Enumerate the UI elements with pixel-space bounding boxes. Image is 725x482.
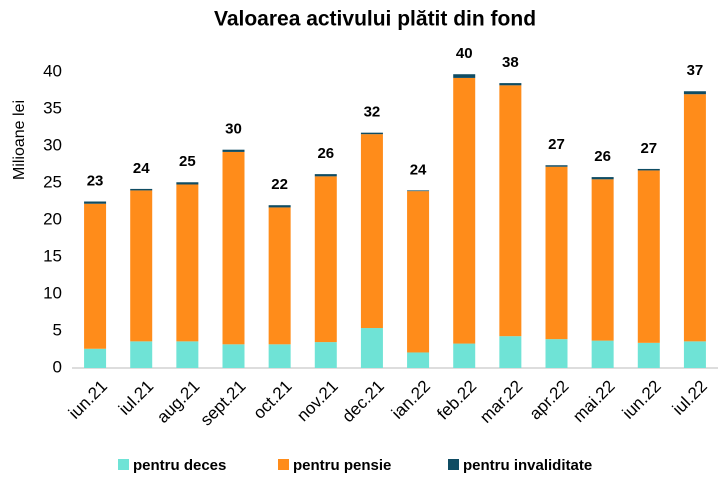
bar-segment (637, 170, 660, 343)
y-tick-label: 20 (43, 209, 62, 228)
bar-segment (84, 201, 107, 204)
x-tick-label: iun.22 (619, 377, 665, 423)
bar-segment (453, 343, 476, 368)
bar-segment (637, 168, 660, 171)
bar-segment (499, 85, 522, 337)
y-tick-label: 30 (43, 135, 62, 154)
x-tick-label: nov.21 (293, 377, 342, 426)
x-tick-label: dec.21 (338, 377, 388, 427)
bar-segment (222, 149, 245, 152)
y-tick-label: 15 (43, 246, 62, 265)
y-tick-label: 5 (53, 320, 62, 339)
bar-segment (176, 182, 199, 185)
legend-label: pentru deces (133, 457, 226, 474)
x-tick-label: iun.21 (65, 377, 111, 423)
bar-segment (545, 166, 568, 340)
total-label: 26 (317, 145, 334, 162)
bar-segment (591, 177, 614, 180)
legend-label: pentru pensie (293, 457, 391, 474)
bar-segment (360, 132, 383, 135)
bar-segment (453, 74, 476, 78)
x-tick-label: iul.22 (669, 377, 711, 419)
total-label: 24 (410, 161, 427, 178)
bar-segment (360, 328, 383, 368)
bar-segment (222, 151, 245, 345)
bar-segment (360, 134, 383, 329)
total-label: 38 (502, 54, 519, 71)
bar-segment (268, 205, 291, 208)
total-label: 32 (364, 104, 381, 121)
total-label: 25 (179, 153, 196, 170)
bar-segment (683, 94, 706, 342)
y-axis-label: Milioane lei (11, 100, 28, 180)
legend-swatch (448, 459, 459, 470)
x-tick-label: aug.21 (153, 377, 203, 427)
legend-swatch (118, 459, 129, 470)
bar-segment (314, 174, 337, 177)
bar-segment (84, 348, 107, 368)
bar-segment (499, 83, 522, 86)
y-tick-label: 10 (43, 283, 62, 302)
x-tick-label: apr.22 (526, 377, 573, 424)
bar-segment (591, 179, 614, 341)
x-tick-label: feb.22 (433, 377, 480, 424)
y-tick-label: 0 (53, 357, 62, 376)
bar-segment (84, 203, 107, 349)
y-tick-label: 40 (43, 61, 62, 80)
bar-segment (222, 344, 245, 368)
total-label: 23 (87, 172, 104, 189)
bar-segment (683, 91, 706, 95)
bar-segment (130, 188, 153, 191)
bar-segment (268, 344, 291, 368)
total-label: 27 (548, 136, 565, 153)
bar-segment (176, 184, 199, 342)
legend-label: pentru invaliditate (463, 457, 592, 474)
total-label: 24 (133, 160, 150, 177)
total-label: 37 (687, 62, 704, 79)
bar-segment (591, 340, 614, 368)
bar-segment (407, 191, 430, 353)
x-tick-label: ian.22 (388, 377, 434, 423)
total-label: 30 (225, 121, 242, 138)
bar-segment (453, 77, 476, 344)
bar-segment (545, 339, 568, 368)
bar-segment (314, 342, 337, 368)
bar-segment (407, 352, 430, 368)
chart-title: Valoarea activului plătit din fond (214, 8, 536, 31)
x-tick-label: mai.22 (569, 377, 619, 427)
y-tick-label: 25 (43, 172, 62, 191)
bar-segment (683, 341, 706, 368)
bar-segment (545, 165, 568, 167)
bar-segment (499, 336, 522, 368)
total-label: 26 (594, 148, 611, 165)
total-label: 40 (456, 45, 473, 62)
bar-segment (637, 342, 660, 368)
x-tick-label: mar.22 (476, 377, 526, 427)
x-tick-label: sept.21 (197, 377, 250, 430)
bar-segment (130, 190, 153, 342)
x-tick-label: oct.21 (249, 377, 295, 423)
y-tick-label: 35 (43, 98, 62, 117)
legend-swatch (278, 459, 289, 470)
bar-segment (268, 207, 291, 345)
bar-segment (314, 176, 337, 343)
bar-segment (130, 341, 153, 368)
bar-segment (407, 190, 430, 192)
total-label: 22 (271, 176, 288, 193)
bar-segment (176, 341, 199, 368)
total-label: 27 (640, 140, 657, 157)
x-tick-label: iul.21 (115, 377, 157, 419)
